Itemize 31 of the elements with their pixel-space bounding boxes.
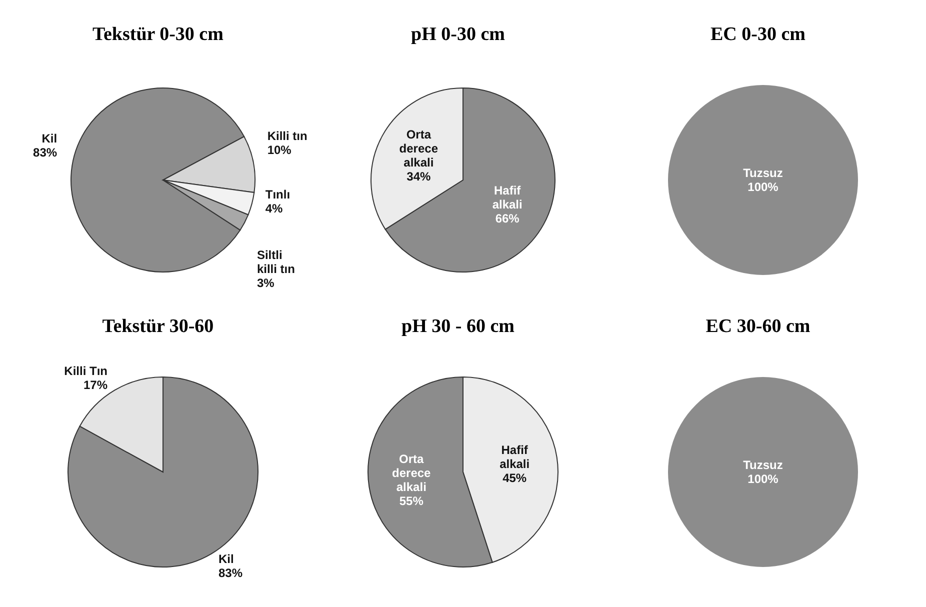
data-label: 34% xyxy=(406,170,431,184)
slice-label: Killi Tın xyxy=(64,364,108,378)
data-label: 83% xyxy=(33,146,58,160)
data-label: 10% xyxy=(267,143,292,158)
slice-label: Siltli killi tın xyxy=(256,248,295,276)
slice-label: Hafif alkali xyxy=(492,183,522,212)
chart-title: pH 0-30 cm xyxy=(411,24,505,47)
data-label: 100% xyxy=(748,472,779,486)
pie-slice xyxy=(68,376,258,568)
chart-title: EC 0-30 cm xyxy=(710,24,806,47)
slice-label: Kil xyxy=(218,552,234,566)
data-label: 83% xyxy=(218,566,243,580)
slice-label: Orta derece alkali xyxy=(392,452,432,494)
chart-title: EC 30-60 cm xyxy=(706,316,810,339)
slice-label: Tuzsuz xyxy=(743,166,783,180)
data-label: 3% xyxy=(256,276,275,290)
slice-label: Kil xyxy=(42,132,58,146)
chart-title: pH 30 - 60 cm xyxy=(402,316,514,339)
chart-title: Tekstür 30-60 xyxy=(102,316,214,339)
slice-label: Tuzsuz xyxy=(743,458,783,472)
slice-label: Killi tın xyxy=(267,129,308,144)
chart-title: Tekstür 0-30 cm xyxy=(92,24,224,47)
slice-label: Hafif alkali xyxy=(500,442,530,471)
data-label: 66% xyxy=(495,211,520,226)
data-label: 55% xyxy=(399,494,424,508)
data-label: 17% xyxy=(83,378,108,392)
data-label: 45% xyxy=(502,470,527,485)
slice-label: Tınlı xyxy=(265,187,290,202)
slice-label: Orta derece alkali xyxy=(399,128,438,170)
data-label: 4% xyxy=(265,201,284,216)
data-label: 100% xyxy=(748,180,779,194)
